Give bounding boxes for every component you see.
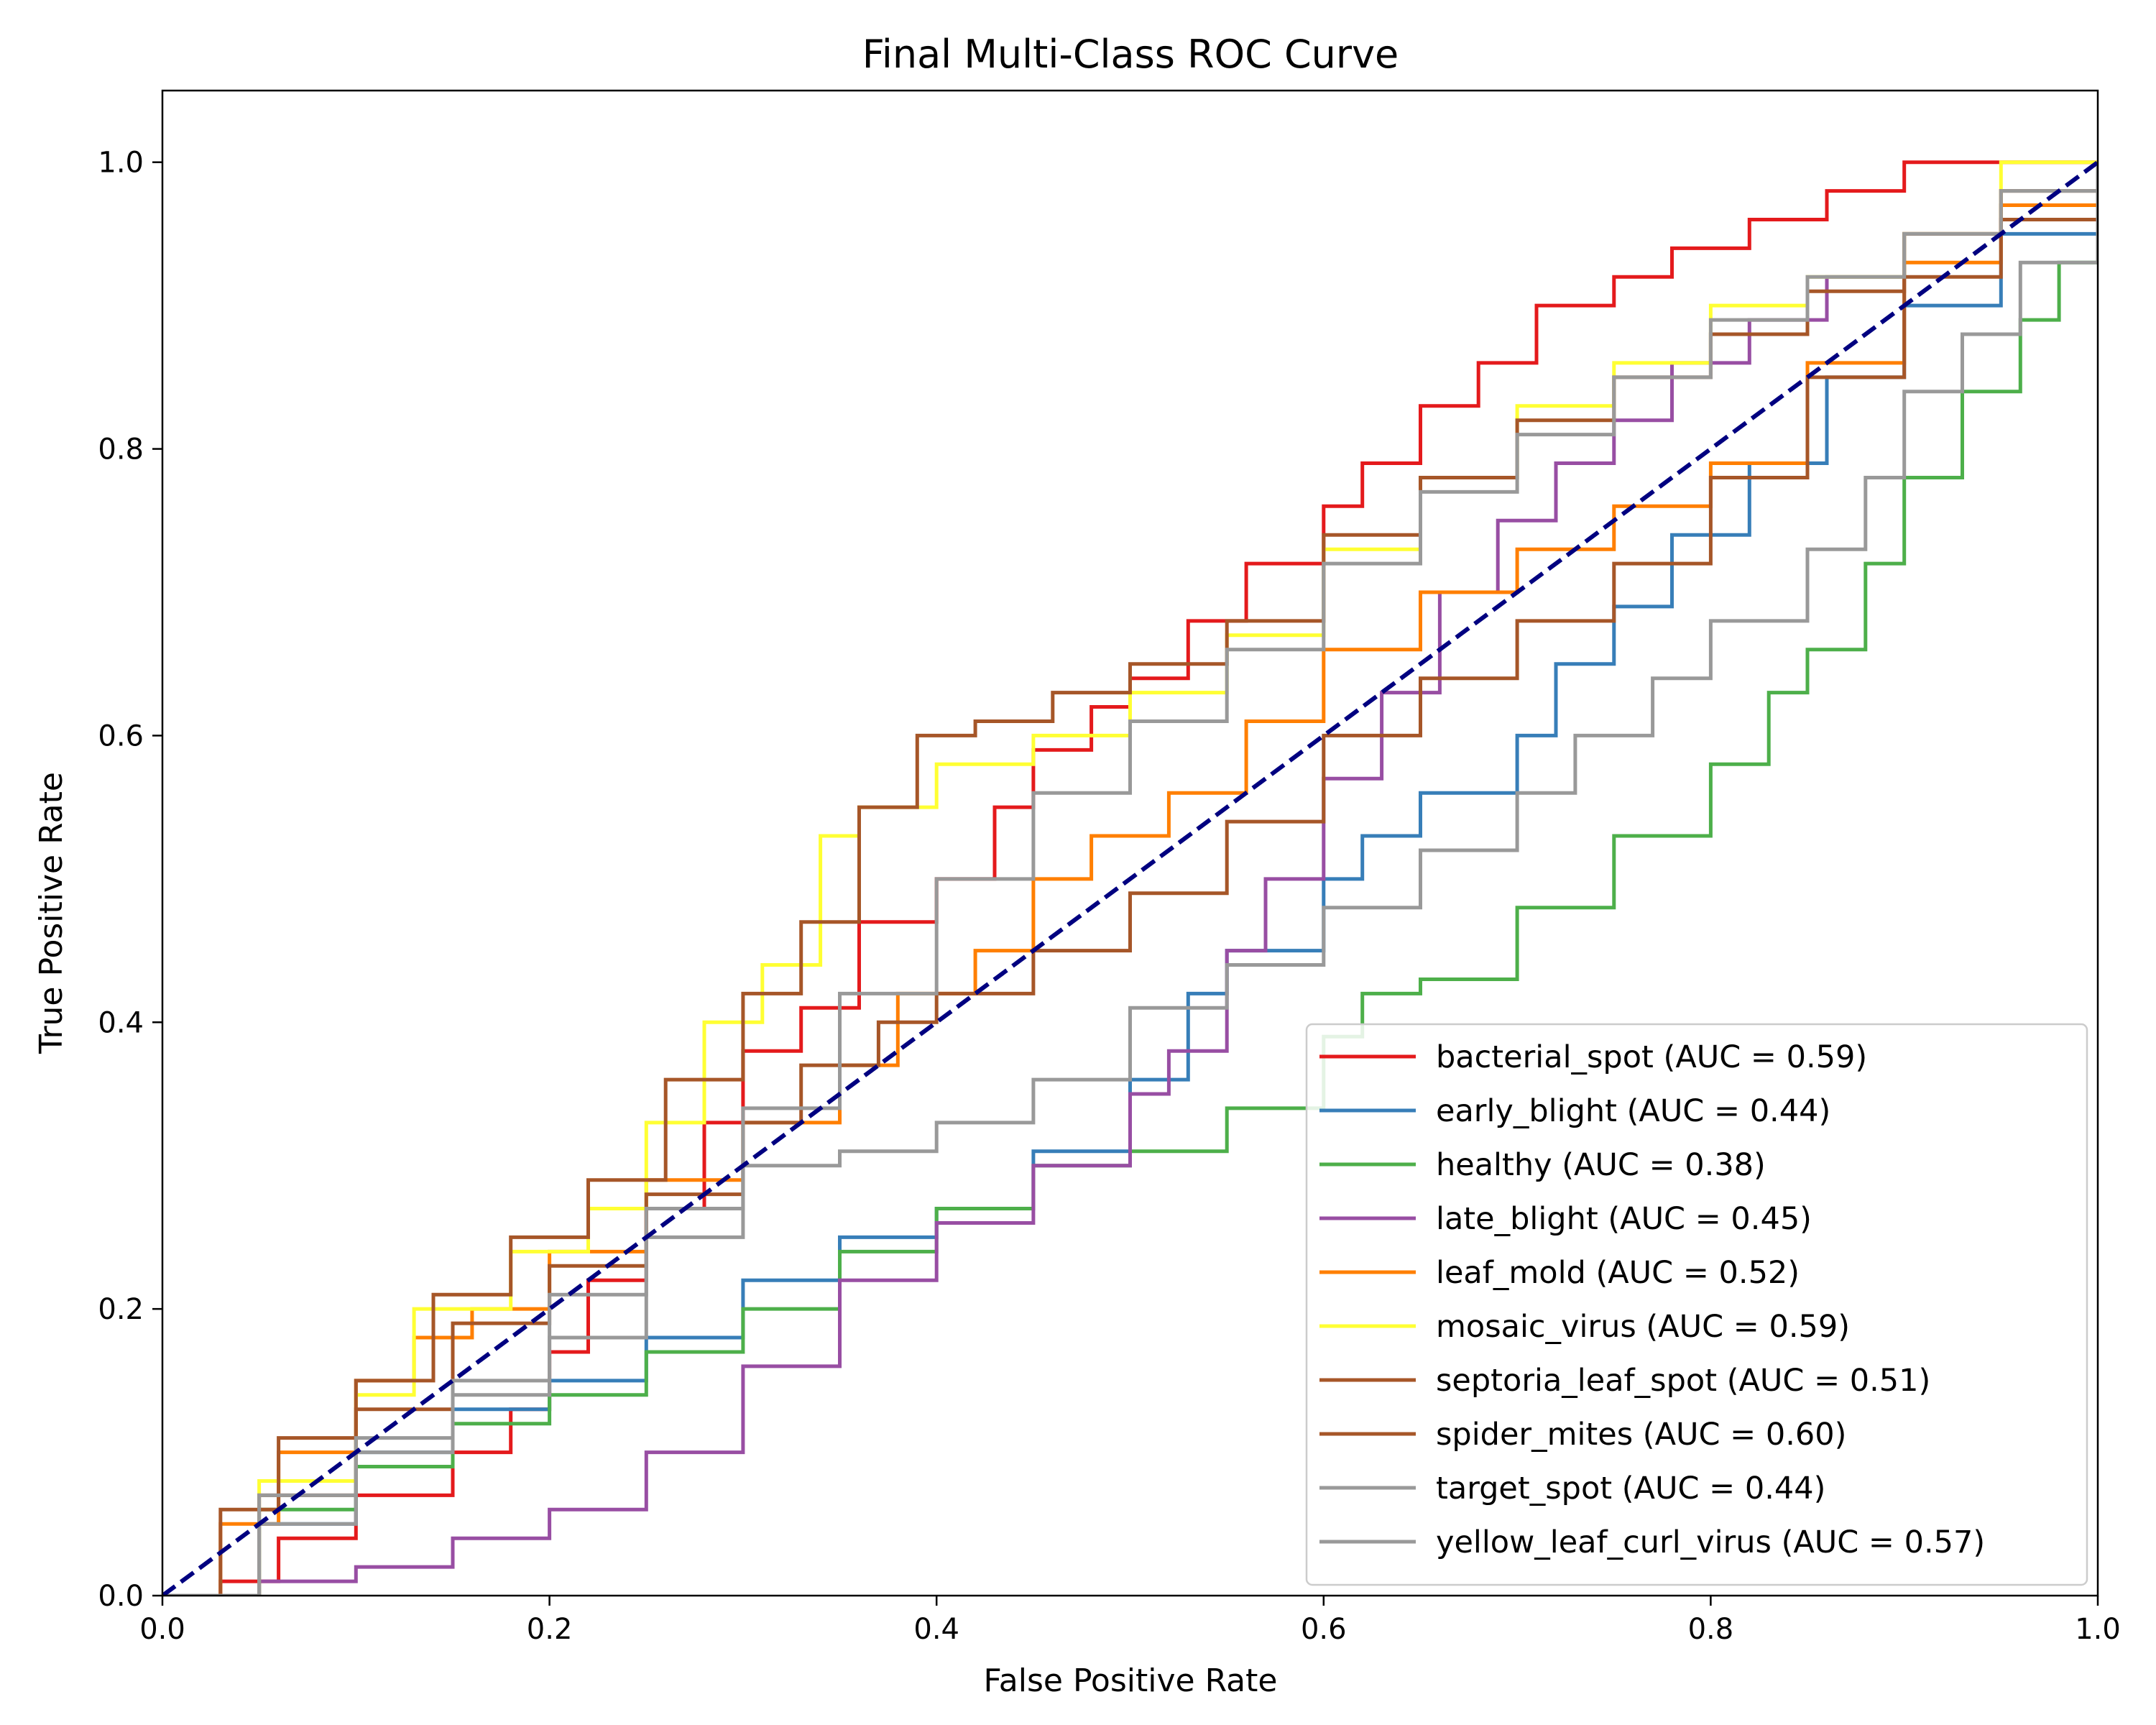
legend-label-1: early_blight (AUC = 0.44) [1436, 1093, 1830, 1129]
roc-line-9 [162, 162, 2098, 1596]
y-tick-label-4: 0.8 [98, 433, 144, 466]
legend-label-0: bacterial_spot (AUC = 0.59) [1436, 1039, 1867, 1075]
y-tick-label-3: 0.6 [98, 719, 144, 753]
roc-line-0 [162, 160, 2098, 1596]
x-tick-label-1: 0.2 [527, 1613, 573, 1646]
y-tick-label-0: 0.0 [98, 1580, 144, 1613]
plot-frame [161, 89, 2099, 1597]
legend-box [1305, 1023, 2088, 1586]
x-axis-label: False Positive Rate [984, 1662, 1278, 1699]
y-tick-label-5: 1.0 [98, 147, 144, 180]
y-tick-label-2: 0.4 [98, 1006, 144, 1039]
legend-label-9: yellow_leaf_curl_virus (AUC = 0.57) [1436, 1524, 1985, 1560]
x-tick-label-3: 0.6 [1301, 1613, 1347, 1646]
x-tick-label-4: 0.8 [1688, 1613, 1734, 1646]
y-tick-label-1: 0.2 [98, 1293, 144, 1326]
chart-title: Final Multi-Class ROC Curve [862, 32, 1399, 77]
legend-label-8: target_spot (AUC = 0.44) [1436, 1471, 1825, 1506]
x-tick-label-0: 0.0 [139, 1613, 185, 1646]
x-tick-label-5: 1.0 [2075, 1613, 2121, 1646]
legend-label-7: spider_mites (AUC = 0.60) [1436, 1417, 1846, 1453]
y-axis-label: True Positive Rate [33, 772, 70, 1054]
legend-label-6: septoria_leaf_spot (AUC = 0.51) [1436, 1363, 1930, 1399]
x-tick-label-2: 0.4 [913, 1613, 959, 1646]
legend-label-4: leaf_mold (AUC = 0.52) [1436, 1255, 1800, 1291]
legend-label-3: late_blight (AUC = 0.45) [1436, 1201, 1812, 1237]
legend: bacterial_spot (AUC = 0.59) early_blight … [1305, 1023, 2088, 1586]
legend-label-2: healthy (AUC = 0.38) [1436, 1147, 1766, 1183]
legend-label-5: mosaic_virus (AUC = 0.59) [1436, 1309, 1850, 1345]
chance-diagonal [162, 160, 2098, 1596]
